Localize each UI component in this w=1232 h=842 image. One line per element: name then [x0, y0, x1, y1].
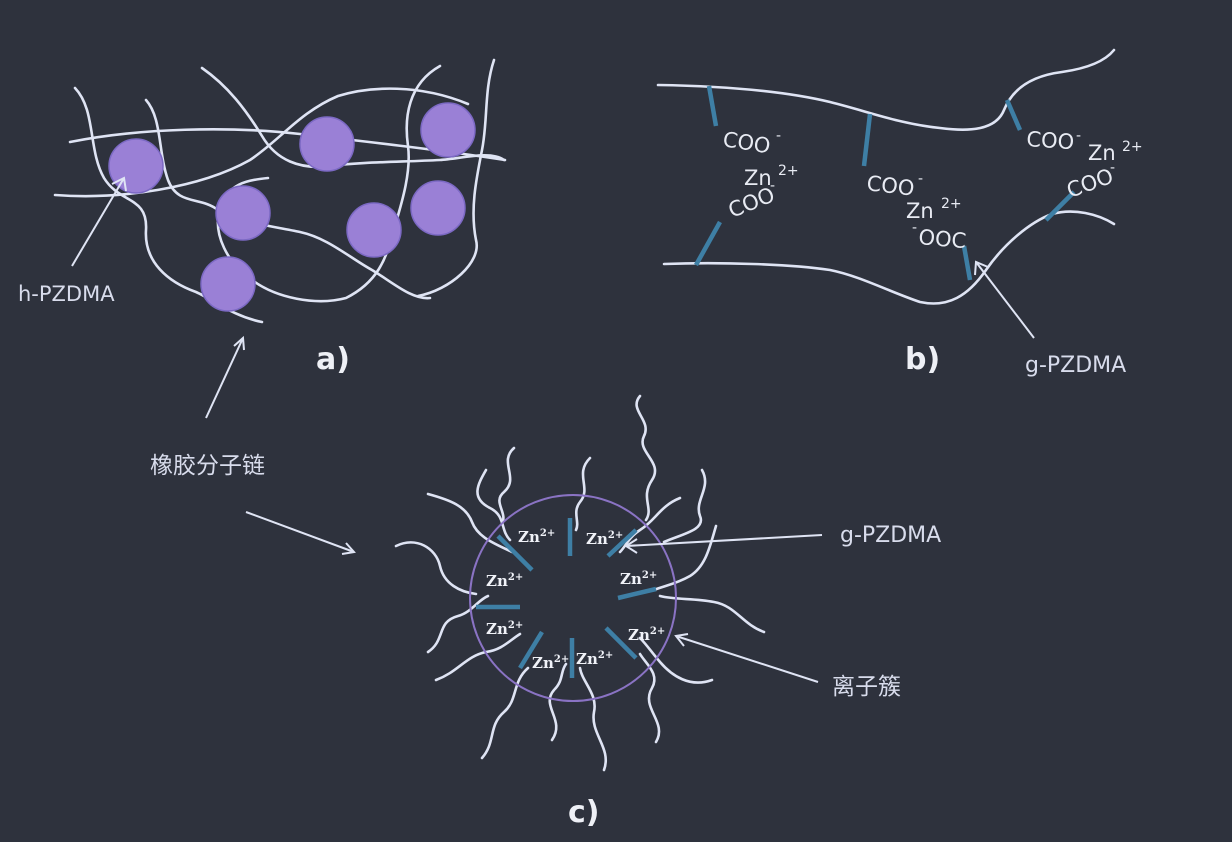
- zinc-ion-label: Zn2+: [518, 528, 555, 546]
- svg-text:OOC: OOC: [918, 225, 968, 253]
- graft-segment: [617, 586, 657, 601]
- g-pzdma-label-c: g-PZDMA: [840, 523, 941, 548]
- zinc-ion-label: Zn2+: [486, 620, 523, 638]
- rubber-chain: [638, 652, 661, 744]
- graft-segment: [518, 630, 544, 670]
- svg-text:COO: COO: [1026, 127, 1075, 154]
- svg-text:COO: COO: [721, 127, 772, 158]
- svg-text:Zn: Zn: [744, 166, 772, 190]
- graft-segment: [861, 113, 873, 167]
- rubber-chain: [416, 58, 496, 298]
- zinc-ion-label: Zn2+: [586, 530, 623, 548]
- zinc-ion-1: Zn 2+: [744, 163, 799, 190]
- polymer-chain-bottom: [662, 210, 1116, 305]
- rubber-chain: [426, 492, 514, 554]
- panel-a-label: a): [316, 342, 350, 377]
- zinc-ion-3: Zn 2+: [1088, 139, 1143, 165]
- graft-segment: [604, 626, 638, 660]
- graft-segment: [694, 220, 722, 267]
- rubber-chain: [548, 662, 568, 742]
- h-pzdma-particle: [410, 180, 466, 236]
- carboxylate-3: COO -: [865, 171, 923, 201]
- panel-a: h-PZDMA 橡胶分子链 a): [18, 58, 507, 555]
- h-pzdma-particle: [420, 102, 476, 158]
- graft-segment: [1044, 190, 1076, 222]
- h-pzdma-particle: [108, 138, 164, 194]
- svg-text:-: -: [918, 171, 923, 187]
- panel-c-label: c): [568, 795, 600, 830]
- g-pzdma-label-b: g-PZDMA: [1025, 353, 1126, 378]
- g-pzdma-pointer-b: [974, 260, 1035, 339]
- graft-segment: [961, 245, 973, 281]
- rubber-chains-c: [394, 394, 766, 772]
- ion-cluster-label: 离子簇: [832, 674, 901, 700]
- h-pzdma-particle: [215, 185, 271, 241]
- zinc-ions-c: Zn2+ Zn2+ Zn2+ Zn2+ Zn2+ Zn2+ Zn2+ Zn2+: [486, 528, 665, 672]
- ion-cluster-pointer: [674, 633, 819, 683]
- g-pzdma-pointer-c: [624, 534, 823, 554]
- rubber-chain: [578, 666, 607, 772]
- svg-text:-: -: [776, 128, 781, 144]
- rubber-chain: [426, 594, 490, 654]
- chain-pointer-right: [245, 511, 356, 555]
- rubber-chain: [635, 394, 657, 522]
- chain-pointer-up: [205, 335, 245, 419]
- carboxylate-1: COO -: [721, 127, 781, 158]
- graft-segment: [1004, 99, 1023, 131]
- zinc-ion-2: Zn 2+: [906, 196, 962, 223]
- svg-text:-: -: [1110, 160, 1115, 176]
- svg-text:2+: 2+: [1122, 139, 1143, 155]
- rubber-chain: [638, 636, 714, 684]
- carboxylate-6: COO -: [1064, 160, 1117, 203]
- rubber-chain: [498, 446, 516, 526]
- graft-segments-c: [476, 518, 657, 678]
- zinc-ion-label: Zn2+: [576, 650, 613, 668]
- zinc-ion-label: Zn2+: [620, 570, 657, 588]
- rubber-chain: [652, 524, 718, 592]
- rubber-chain: [480, 666, 530, 760]
- polymer-chain-top: [656, 48, 1116, 131]
- zinc-ion-label: Zn2+: [628, 626, 665, 644]
- svg-text:2+: 2+: [778, 163, 799, 179]
- h-pzdma-label: h-PZDMA: [18, 282, 115, 306]
- svg-text:Zn: Zn: [906, 199, 934, 223]
- h-pzdma-particle: [299, 116, 355, 172]
- panel-c: Zn2+ Zn2+ Zn2+ Zn2+ Zn2+ Zn2+ Zn2+ Zn2+ …: [394, 394, 941, 830]
- svg-text:-: -: [770, 178, 775, 194]
- svg-text:-: -: [912, 220, 917, 236]
- rubber-chain: [574, 456, 592, 532]
- zinc-ion-label: Zn2+: [532, 654, 569, 672]
- h-pzdma-particle: [346, 202, 402, 258]
- h-pzdma-particle: [200, 256, 256, 312]
- graft-segment: [606, 528, 638, 558]
- carboxylate-5: COO -: [1026, 127, 1081, 154]
- svg-text:-: -: [1076, 128, 1081, 144]
- rubber-chain: [394, 541, 478, 596]
- carboxylate-4: - OOC: [912, 220, 967, 253]
- zinc-ion-label: Zn2+: [486, 572, 523, 590]
- rubber-chain-label: 橡胶分子链: [150, 453, 265, 479]
- graft-segment: [496, 534, 534, 572]
- graft-segment: [706, 85, 719, 127]
- ionic-cluster-boundary: [469, 494, 677, 702]
- rubber-chain: [434, 632, 522, 682]
- h-pzdma-pointer: [71, 176, 127, 267]
- rubber-chain: [662, 468, 707, 544]
- svg-text:COO: COO: [1064, 164, 1117, 203]
- svg-text:COO: COO: [865, 171, 915, 201]
- rubber-chain: [476, 468, 512, 542]
- panel-b: COO - Zn 2+ COO - COO - Zn 2+ - OOC COO …: [656, 48, 1143, 378]
- svg-text:2+: 2+: [941, 196, 962, 212]
- svg-text:Zn: Zn: [1088, 141, 1116, 165]
- panel-b-label: b): [905, 342, 940, 377]
